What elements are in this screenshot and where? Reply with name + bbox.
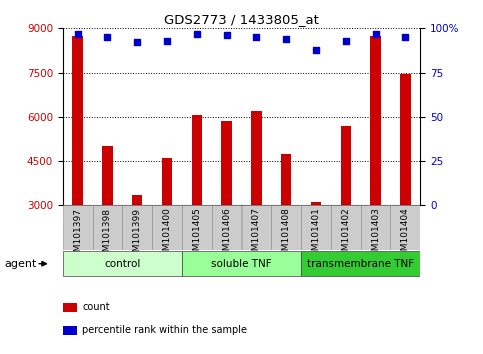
Point <box>282 36 290 42</box>
Bar <box>192 115 202 294</box>
Text: soluble TNF: soluble TNF <box>211 259 272 269</box>
Bar <box>242 205 271 250</box>
Bar <box>311 202 321 294</box>
Text: agent: agent <box>5 259 37 269</box>
Text: GSM101401: GSM101401 <box>312 207 320 262</box>
Point <box>193 31 201 36</box>
Point <box>133 40 141 45</box>
Text: GSM101398: GSM101398 <box>103 207 112 263</box>
Text: percentile rank within the sample: percentile rank within the sample <box>82 325 247 335</box>
Text: GSM101406: GSM101406 <box>222 207 231 262</box>
Bar <box>281 154 291 294</box>
Text: GSM101403: GSM101403 <box>371 207 380 262</box>
Bar <box>72 36 83 294</box>
Text: GSM101399: GSM101399 <box>133 207 142 263</box>
Bar <box>341 126 351 294</box>
Point <box>223 33 230 38</box>
Bar <box>361 205 390 250</box>
Bar <box>63 251 182 276</box>
Bar <box>162 158 172 294</box>
Point <box>253 34 260 40</box>
Bar <box>221 121 232 294</box>
Bar <box>182 251 301 276</box>
Bar <box>370 36 381 294</box>
Text: GSM101407: GSM101407 <box>252 207 261 262</box>
Text: GSM101404: GSM101404 <box>401 207 410 262</box>
Point <box>312 47 320 52</box>
Bar <box>390 205 420 250</box>
Text: transmembrane TNF: transmembrane TNF <box>307 259 414 269</box>
Point <box>401 34 409 40</box>
Title: GDS2773 / 1433805_at: GDS2773 / 1433805_at <box>164 13 319 26</box>
Bar <box>271 205 301 250</box>
Point <box>342 38 350 44</box>
Bar <box>331 205 361 250</box>
Text: count: count <box>82 302 110 312</box>
Bar <box>400 74 411 294</box>
Text: GSM101397: GSM101397 <box>73 207 82 263</box>
Bar <box>102 146 113 294</box>
Text: control: control <box>104 259 141 269</box>
Text: GSM101400: GSM101400 <box>163 207 171 262</box>
Bar <box>122 205 152 250</box>
Bar <box>301 205 331 250</box>
Bar <box>132 195 142 294</box>
Point <box>163 38 171 44</box>
Bar <box>93 205 122 250</box>
Point <box>104 34 112 40</box>
Bar <box>301 251 420 276</box>
Bar <box>212 205 242 250</box>
Point <box>74 31 82 36</box>
Bar <box>63 205 93 250</box>
Text: GSM101405: GSM101405 <box>192 207 201 262</box>
Bar <box>182 205 212 250</box>
Bar <box>152 205 182 250</box>
Point <box>372 31 380 36</box>
Bar <box>251 111 262 294</box>
Text: GSM101408: GSM101408 <box>282 207 291 262</box>
Text: GSM101402: GSM101402 <box>341 207 350 262</box>
